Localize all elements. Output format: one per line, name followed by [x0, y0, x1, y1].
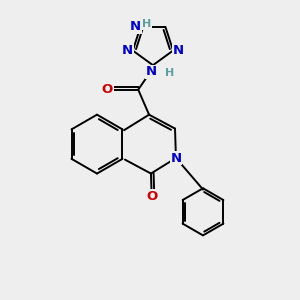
Text: N: N: [173, 44, 184, 57]
Text: H: H: [142, 20, 152, 29]
Text: N: N: [170, 152, 182, 164]
Text: N: N: [122, 44, 133, 57]
Text: N: N: [146, 65, 157, 79]
Text: O: O: [146, 190, 157, 203]
Text: N: N: [130, 20, 141, 33]
Text: O: O: [102, 83, 113, 96]
Text: H: H: [164, 68, 174, 78]
